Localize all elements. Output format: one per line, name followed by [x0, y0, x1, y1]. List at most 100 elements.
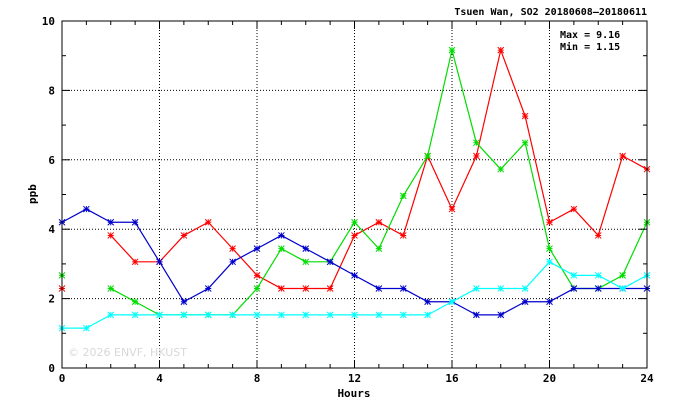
data-point [448, 298, 456, 306]
data-point [399, 232, 407, 239]
data-point [351, 311, 358, 319]
data-point [521, 112, 529, 120]
data-point [180, 298, 188, 306]
data-point [156, 311, 163, 319]
series-group [58, 46, 651, 332]
data-point [351, 218, 358, 226]
data-point [83, 324, 90, 332]
data-point [497, 311, 505, 319]
data-point [253, 311, 261, 319]
x-tick-label: 12 [348, 372, 361, 385]
data-point [131, 258, 139, 266]
data-point [546, 298, 553, 306]
data-point [83, 205, 90, 213]
data-point [326, 311, 334, 319]
data-point [229, 311, 236, 319]
data-point [253, 245, 261, 252]
data-point [546, 258, 553, 266]
series-line [110, 49, 648, 316]
watermark: © 2026 ENVF, HKUST [68, 346, 187, 359]
data-point [107, 232, 115, 239]
data-point [424, 298, 431, 306]
x-tick-label: 24 [640, 372, 654, 385]
data-point [204, 311, 212, 319]
data-point [278, 285, 285, 292]
data-point [570, 205, 578, 213]
data-point [473, 152, 480, 160]
data-point [326, 258, 334, 266]
data-point [131, 218, 139, 226]
series-3 [58, 205, 651, 319]
data-point [594, 285, 602, 292]
data-point [375, 245, 383, 252]
data-point [204, 218, 212, 226]
data-point [521, 139, 529, 147]
data-point [253, 285, 261, 292]
data-point [351, 271, 358, 279]
data-point [302, 245, 310, 252]
data-point [204, 285, 212, 292]
data-point [375, 218, 383, 226]
y-tick-label: 2 [48, 293, 55, 306]
data-point [570, 285, 578, 292]
x-tick-label: 4 [156, 372, 163, 385]
data-point [156, 258, 163, 266]
data-point [107, 311, 115, 319]
data-point [229, 258, 236, 266]
chart-title: Tsuen Wan, SO2 20180608–20180611 [454, 7, 647, 18]
data-point [278, 311, 285, 319]
data-point [399, 285, 407, 292]
data-point [131, 298, 139, 306]
y-axis-label: ppb [26, 184, 39, 204]
x-tick-label: 8 [254, 372, 261, 385]
data-point [351, 232, 358, 239]
data-point [473, 311, 480, 319]
x-axis-label: Hours [337, 387, 370, 400]
min-stat: Min = 1.15 [560, 41, 620, 53]
data-point [546, 218, 553, 226]
data-point [448, 205, 456, 213]
data-point [180, 232, 188, 239]
data-point [594, 232, 602, 239]
y-tick-label: 8 [48, 84, 55, 97]
data-point [302, 258, 310, 266]
data-point [229, 245, 236, 252]
data-point [546, 245, 553, 252]
data-point [399, 311, 407, 319]
x-tick-label: 20 [543, 372, 556, 385]
data-point [375, 285, 383, 292]
data-point [497, 165, 505, 173]
y-tick-label: 4 [48, 223, 55, 236]
data-point [399, 192, 407, 200]
data-point [619, 271, 626, 279]
data-point [473, 285, 480, 292]
data-point [424, 152, 431, 160]
y-tick-label: 10 [42, 15, 55, 28]
data-point [278, 232, 285, 239]
data-point [570, 271, 578, 279]
y-tick-label: 6 [48, 154, 55, 167]
data-point [278, 245, 285, 252]
data-point [619, 285, 626, 292]
x-tick-label: 0 [59, 372, 66, 385]
data-point [180, 311, 188, 319]
max-stat: Max = 9.16 [560, 30, 620, 41]
data-point [302, 285, 310, 292]
grid-lines [62, 21, 647, 368]
data-point [253, 271, 261, 279]
data-point [619, 152, 626, 160]
series-1 [58, 46, 651, 292]
data-point [424, 311, 431, 319]
data-point [521, 298, 529, 306]
data-point [326, 285, 334, 292]
data-point [497, 46, 505, 54]
data-point [497, 285, 505, 292]
data-point [302, 311, 310, 319]
data-point [107, 285, 115, 292]
data-point [375, 311, 383, 319]
data-point [521, 285, 529, 292]
series-line [110, 49, 648, 290]
data-point [448, 46, 456, 54]
data-point [107, 218, 115, 226]
